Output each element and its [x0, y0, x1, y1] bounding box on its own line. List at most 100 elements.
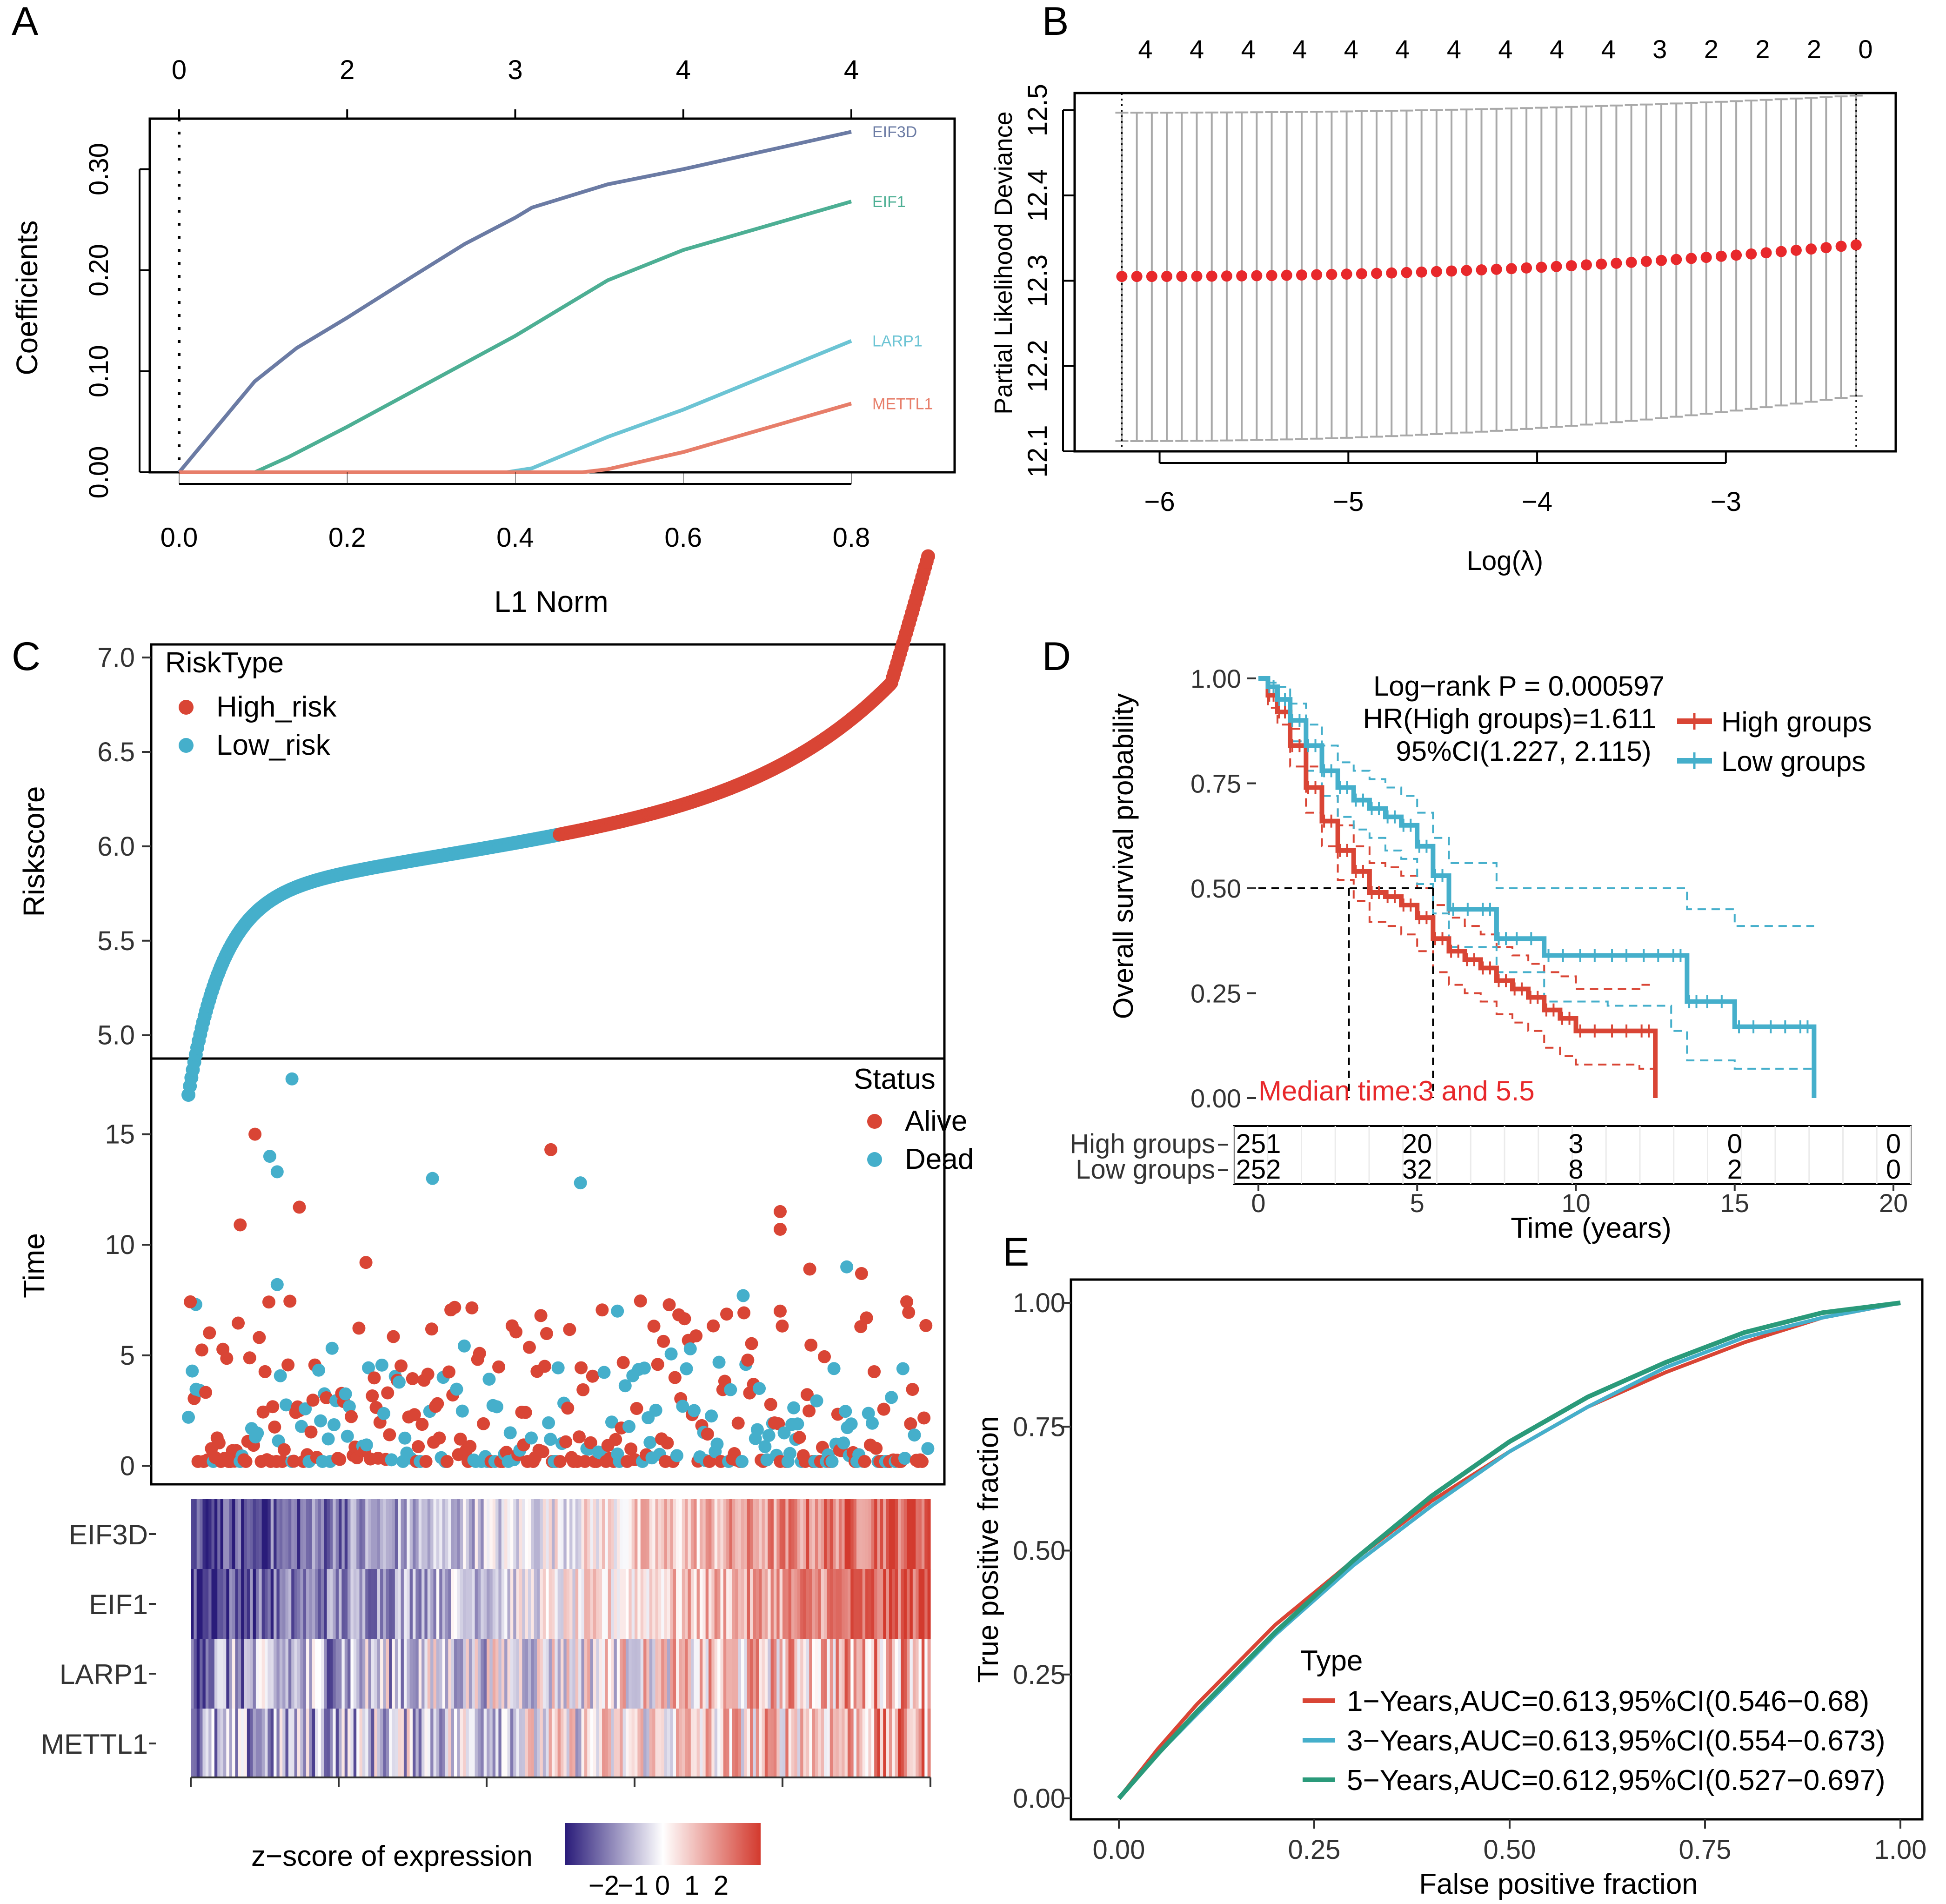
dead-point	[285, 1072, 299, 1086]
heatmap-cell	[877, 1569, 881, 1639]
heatmap-cell	[726, 1569, 730, 1639]
dead-point	[457, 1339, 471, 1353]
heatmap-cell	[800, 1499, 804, 1569]
heatmap-cell	[522, 1569, 526, 1639]
heatmap-cell	[380, 1499, 383, 1569]
dead-point	[426, 1172, 439, 1185]
dead-point	[327, 1418, 341, 1431]
cv-point	[1371, 268, 1383, 279]
alive-point	[904, 1417, 917, 1430]
cv-point	[1806, 243, 1817, 255]
y-tick-label: 0.50	[1190, 874, 1241, 903]
cv-point	[1580, 259, 1592, 271]
heatmap-cell	[756, 1709, 759, 1778]
top-tick-label: 3	[1652, 34, 1667, 64]
heatmap-cell	[702, 1709, 706, 1778]
heatmap-cell	[711, 1569, 715, 1639]
heatmap-cell	[836, 1709, 839, 1778]
heatmap-cell	[688, 1499, 691, 1569]
alive-point	[283, 1294, 297, 1308]
heatmap-cell	[842, 1709, 845, 1778]
colorbar-ticks: −2−1 0 1 2	[588, 1870, 729, 1901]
dead-point	[490, 1400, 503, 1414]
heatmap-cell	[324, 1639, 328, 1709]
heatmap-cell	[670, 1569, 674, 1639]
heatmap-cell	[208, 1569, 212, 1639]
heatmap-cell	[643, 1639, 647, 1709]
heatmap-cell	[386, 1709, 389, 1778]
cv-point	[1461, 265, 1472, 276]
heatmap-cell	[424, 1709, 428, 1778]
heatmap-cell	[466, 1499, 469, 1569]
heatmap-cell	[377, 1569, 381, 1639]
panel-c-heatmap-x-ticks	[190, 1777, 931, 1787]
panel-d-legend: High groups Low groups	[1677, 706, 1872, 777]
heatmap-cell	[238, 1499, 241, 1569]
heatmap-cell	[901, 1709, 904, 1778]
heatmap-cell	[637, 1499, 641, 1569]
alive-point	[395, 1359, 408, 1373]
dead-point	[525, 1431, 538, 1445]
x-tick-label: 0.2	[328, 523, 366, 553]
heatmap-cell	[395, 1569, 398, 1639]
alive-point	[869, 1441, 883, 1455]
heatmap-cell	[829, 1639, 833, 1709]
dead-point	[377, 1407, 390, 1420]
heatmap-cell	[667, 1639, 670, 1709]
heatmap-cell	[362, 1639, 366, 1709]
dead-point	[618, 1379, 632, 1393]
heatmap-cell	[643, 1499, 647, 1569]
heatmap-cell	[622, 1569, 626, 1639]
heatmap-cell	[599, 1639, 602, 1709]
heatmap-cell	[572, 1569, 576, 1639]
heatmap-cell	[797, 1499, 801, 1569]
dead-point	[898, 1452, 911, 1465]
panel-a-label: A	[12, 0, 39, 44]
heatmap-cell	[797, 1569, 801, 1639]
heatmap-cell	[753, 1499, 756, 1569]
dead-point	[385, 1453, 398, 1467]
heatmap-cell	[696, 1499, 700, 1569]
heatmap-cell	[424, 1639, 428, 1709]
alive-point	[634, 1294, 647, 1307]
heatmap-cell	[561, 1639, 564, 1709]
heatmap-cell	[756, 1639, 759, 1709]
panel-c-risk-legend: RiskType High_risk Low_risk	[165, 647, 337, 761]
cv-point	[1311, 269, 1323, 281]
heatmap-cell	[288, 1569, 292, 1639]
heatmap-cell	[735, 1499, 739, 1569]
heatmap-cell	[590, 1639, 594, 1709]
heatmap-cell	[477, 1499, 481, 1569]
heatmap-cell	[555, 1709, 558, 1778]
heatmap-cell	[519, 1639, 522, 1709]
panel-b-lambda-lines	[1121, 93, 1857, 451]
heatmap-cell	[616, 1709, 620, 1778]
heatmap-cell	[762, 1709, 765, 1778]
heatmap-cell	[652, 1499, 656, 1569]
alive-point	[266, 1400, 280, 1414]
dead-point	[299, 1402, 312, 1415]
heatmap-cell	[401, 1709, 404, 1778]
heatmap-cell	[339, 1569, 342, 1639]
risk-legend-title: RiskType	[165, 647, 284, 679]
heatmap-cell	[200, 1709, 203, 1778]
heatmap-cell	[679, 1499, 682, 1569]
heatmap-cell	[300, 1709, 304, 1778]
heatmap-cell	[833, 1499, 836, 1569]
heatmap-cell	[472, 1569, 475, 1639]
heatmap-cell	[238, 1569, 241, 1639]
dead-point	[758, 1440, 772, 1454]
heatmap-cell	[738, 1709, 742, 1778]
dead-point	[762, 1429, 776, 1442]
heatmap-cell	[427, 1499, 431, 1569]
heatmap-cell	[557, 1569, 561, 1639]
heatmap-cell	[581, 1499, 585, 1569]
alive-point	[563, 1323, 576, 1336]
heatmap-cell	[468, 1499, 472, 1569]
heatmap-cell	[324, 1709, 328, 1778]
heatmap-cell	[274, 1639, 277, 1709]
cv-point	[1281, 269, 1292, 281]
heatmap-cell	[344, 1639, 348, 1709]
alive-point	[919, 1319, 933, 1332]
